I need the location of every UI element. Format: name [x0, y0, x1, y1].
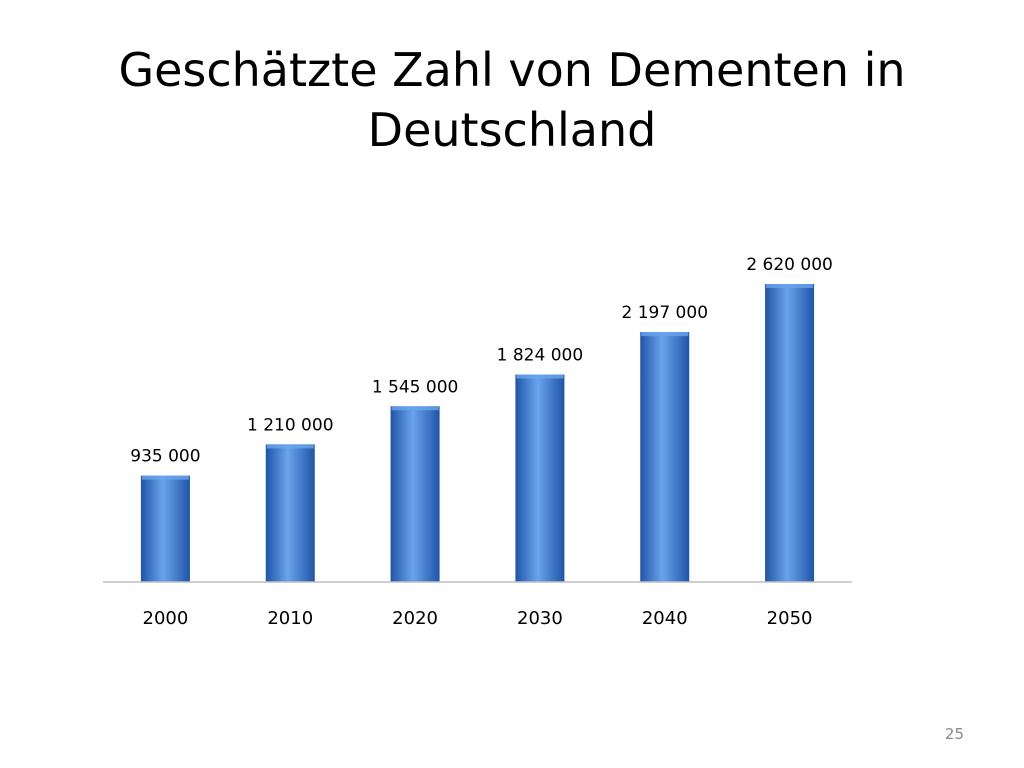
slide-title: Geschätzte Zahl von Dementen in Deutschl… [118, 43, 906, 157]
bar-2050 [765, 284, 815, 582]
page-number: 25 [944, 725, 964, 743]
bar-2020 [390, 406, 440, 582]
data-labels: 935 000 1 210 000 1 545 000 1 824 000 2 197 … [130, 255, 833, 467]
x-tick-2010: 2010 [267, 608, 313, 629]
bar-2040 [640, 332, 690, 582]
bar-top-2000 [141, 475, 189, 480]
bar-2030 [515, 374, 565, 582]
bar-series [140, 284, 815, 582]
data-label-2000: 935 000 [130, 447, 200, 467]
x-tick-2040: 2040 [642, 608, 688, 629]
data-label-2050: 2 620 000 [746, 255, 833, 275]
bar-top-2030 [516, 374, 564, 379]
bar-top-2020 [391, 406, 439, 411]
x-tick-2030: 2030 [517, 608, 563, 629]
x-tick-labels: 2000 2010 2020 2030 2040 2050 [143, 608, 813, 629]
x-tick-2000: 2000 [143, 608, 189, 629]
data-label-2020: 1 545 000 [372, 377, 459, 397]
bar-2010 [265, 444, 315, 582]
bar-2000 [140, 475, 190, 582]
x-tick-2050: 2050 [767, 608, 813, 629]
bar-top-2040 [641, 332, 689, 337]
bar-top-2010 [266, 444, 314, 449]
data-label-2010: 1 210 000 [247, 415, 334, 435]
bar-top-2050 [766, 284, 814, 288]
data-label-2030: 1 824 000 [497, 346, 584, 366]
x-tick-2020: 2020 [392, 608, 438, 629]
data-label-2040: 2 197 000 [621, 303, 708, 323]
